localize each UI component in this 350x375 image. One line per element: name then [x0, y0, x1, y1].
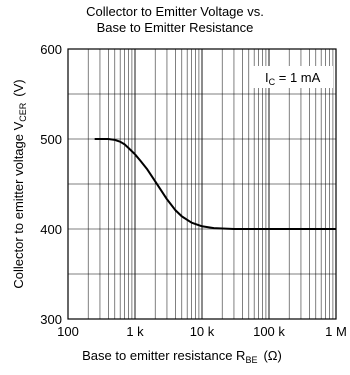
- x-axis-label-sub: BE: [245, 355, 257, 365]
- y-tick-label: 500: [40, 132, 62, 147]
- x-tick-label: 100: [57, 324, 79, 339]
- x-axis-label-main: Base to emitter resistance R: [82, 348, 245, 363]
- chart-title-line2: Base to Emitter Resistance: [96, 20, 254, 35]
- chart-title: Collector to Emitter Voltage vs. Base to…: [0, 4, 350, 36]
- x-tick-labels: 100 1 k 10 k 100 k 1 M: [57, 324, 347, 339]
- series-line: [94, 138, 336, 230]
- y-tick-label: 400: [40, 222, 62, 237]
- y-tick-labels: 300 400 500 600: [40, 42, 62, 327]
- annotation-text: IC = 1 mA: [265, 70, 321, 87]
- x-tick-label: 100 k: [253, 324, 285, 339]
- x-tick-label: 1 k: [126, 324, 144, 339]
- y-axis-label-unit: (V): [11, 79, 26, 96]
- annotation-main: I: [265, 70, 269, 85]
- x-tick-label: 10 k: [190, 324, 215, 339]
- y-tick-label: 600: [40, 42, 62, 57]
- y-axis-label-main: Collector to emitter voltage V: [11, 121, 26, 288]
- x-axis-label: Base to emitter resistance RBE (Ω): [82, 348, 282, 365]
- series-layer: [94, 138, 336, 230]
- annotation-sub: C: [269, 77, 276, 87]
- y-axis-label-sub: CER: [18, 102, 28, 122]
- plot-frame: [67, 48, 337, 320]
- x-axis-label-unit: (Ω): [263, 348, 281, 363]
- x-tick-label: 1 M: [325, 324, 347, 339]
- chart-title-line1: Collector to Emitter Voltage vs.: [86, 4, 264, 19]
- y-axis-label: Collector to emitter voltage VCER (V): [11, 79, 28, 288]
- annotation-rest: = 1 mA: [275, 70, 320, 85]
- y-tick-label: 300: [40, 312, 62, 327]
- annotation-box: IC = 1 mA: [251, 66, 333, 88]
